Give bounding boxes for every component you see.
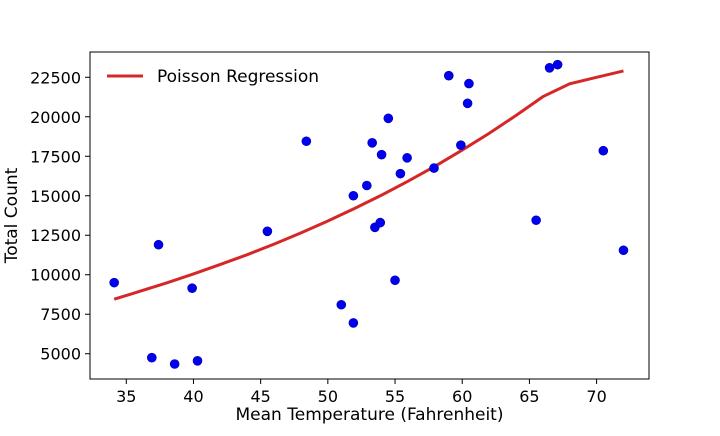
- x-axis-label: Mean Temperature (Fahrenheit): [236, 405, 504, 425]
- data-point: [109, 277, 119, 288]
- x-tick-label: 60: [452, 387, 472, 406]
- data-point: [544, 63, 555, 73]
- plot-frame: [89, 51, 650, 380]
- legend-label: Poisson Regression: [157, 67, 319, 87]
- data-point: [348, 318, 359, 328]
- data-point: [443, 70, 454, 81]
- y-tick-label: 15000: [30, 187, 81, 206]
- data-point: [395, 168, 406, 179]
- y-tick-label: 5000: [40, 345, 81, 364]
- data-point: [456, 140, 466, 150]
- data-point: [429, 163, 439, 173]
- legend: Poisson Regression: [107, 67, 319, 87]
- y-tick-label: 22500: [30, 68, 81, 87]
- data-point: [336, 299, 347, 310]
- y-tick-label: 12500: [30, 226, 81, 245]
- data-point: [462, 98, 473, 109]
- data-point: [464, 78, 474, 89]
- x-tick-label: 70: [586, 387, 606, 406]
- data-point: [383, 113, 394, 124]
- data-point: [301, 136, 312, 147]
- data-point: [362, 180, 372, 191]
- data-point: [192, 356, 203, 366]
- y-tick-label: 17500: [30, 147, 81, 166]
- x-tick-label: 50: [318, 387, 338, 406]
- x-tick-label: 35: [116, 387, 136, 406]
- data-point: [375, 217, 386, 228]
- y-axis-label: Total Count: [2, 167, 22, 264]
- data-point: [262, 226, 273, 237]
- x-tick-label: 40: [183, 387, 203, 406]
- y-tick-label: 20000: [30, 108, 81, 127]
- data-point: [153, 239, 164, 250]
- data-point: [552, 59, 563, 70]
- data-point: [348, 190, 359, 201]
- data-point: [598, 145, 609, 156]
- data-point: [618, 245, 629, 256]
- x-tick-label: 45: [250, 387, 270, 406]
- data-point: [169, 359, 180, 369]
- data-point: [376, 149, 387, 160]
- x-tick-label: 55: [385, 387, 405, 406]
- x-tick-label: 65: [519, 387, 539, 406]
- poisson-regression-line: [113, 69, 624, 301]
- data-point: [402, 153, 412, 163]
- y-tick-label: 10000: [30, 266, 81, 285]
- data-point: [147, 352, 157, 363]
- data-point: [390, 275, 400, 286]
- data-point: [187, 283, 197, 293]
- y-tick-label: 7500: [40, 305, 81, 324]
- data-point: [531, 215, 541, 226]
- data-point: [367, 138, 377, 148]
